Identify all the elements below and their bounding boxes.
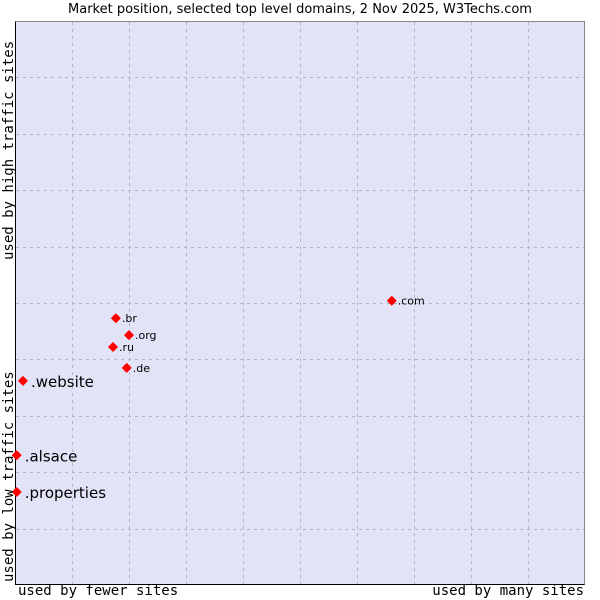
point-label: .alsace	[25, 447, 78, 465]
x-axis-label-right: used by many sites	[432, 583, 584, 599]
chart-title: Market position, selected top level doma…	[68, 2, 532, 17]
point-label: .properties	[25, 484, 106, 502]
data-point: .alsace	[11, 447, 78, 465]
data-point: .properties	[11, 484, 106, 502]
data-point: .org	[124, 329, 157, 342]
point-label: .org	[135, 329, 157, 342]
point-label: .de	[133, 362, 150, 375]
point-label: .ru	[119, 341, 134, 354]
y-axis-label-bottom: used by low traffic sites	[1, 371, 17, 582]
data-point: .de	[121, 362, 150, 375]
point-label: .website	[31, 373, 94, 391]
data-points: .com .br .org.ru .de .website .alsace .propert…	[11, 295, 425, 502]
point-label: .com	[398, 295, 425, 308]
point-label: .br	[122, 312, 137, 325]
data-point: .ru	[108, 341, 134, 354]
data-point: .br	[110, 312, 137, 325]
data-point: .website	[17, 373, 94, 391]
data-point: .com	[386, 295, 425, 308]
x-axis-label-left: used by fewer sites	[18, 583, 179, 599]
gridlines	[16, 22, 584, 584]
y-axis-label-top: used by high traffic sites	[1, 40, 17, 260]
